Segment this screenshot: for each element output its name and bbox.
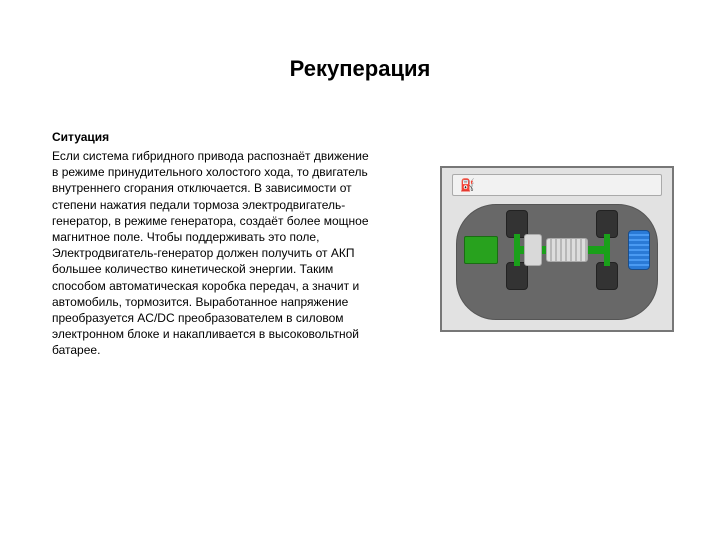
wheel-rear-right <box>596 262 618 290</box>
body-paragraph: Если система гибридного привода распозна… <box>52 148 372 358</box>
hybrid-drivetrain-diagram: ⛽ <box>440 166 674 332</box>
diagram-header-bar <box>452 174 662 196</box>
hv-battery <box>628 230 650 270</box>
combustion-engine <box>464 236 498 264</box>
page-title: Рекуперация <box>0 56 720 82</box>
gearbox <box>524 234 542 266</box>
fuel-pump-icon: ⛽ <box>460 178 475 192</box>
motor-generator <box>546 238 588 262</box>
wheel-rear-left <box>506 262 528 290</box>
section-subtitle: Ситуация <box>52 130 109 144</box>
